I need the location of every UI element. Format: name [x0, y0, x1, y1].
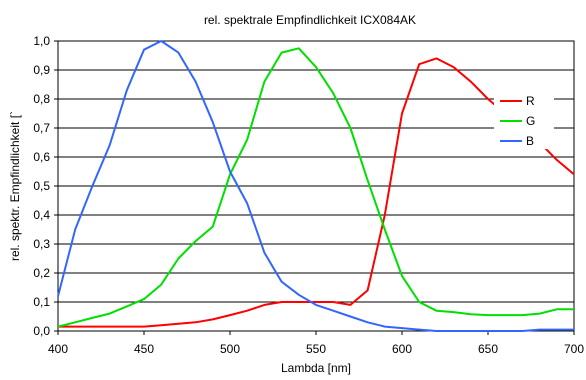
y-tick-label: 0,7 — [33, 121, 50, 135]
x-tick-label: 500 — [220, 342, 240, 356]
grid-lines — [54, 40, 575, 335]
y-tick-label: 0,9 — [33, 63, 50, 77]
y-tick-label: 0,3 — [33, 237, 50, 251]
y-tick-label: 0,5 — [33, 179, 50, 193]
x-tick-labels: 400 450 500 550 600 650 700 — [48, 342, 584, 356]
legend: RGB — [494, 89, 554, 149]
y-tick-label: 0,1 — [33, 295, 50, 309]
x-tick-label: 550 — [306, 342, 326, 356]
y-tick-label: 1,0 — [33, 34, 50, 48]
x-tick-label: 450 — [134, 342, 154, 356]
legend-label-b: B — [526, 134, 534, 148]
legend-background — [494, 89, 554, 149]
legend-label-r: R — [526, 94, 535, 108]
y-tick-label: 0,4 — [33, 208, 50, 222]
y-axis-label: rel. spektr. Empfindlichkeit [` — [8, 111, 22, 261]
y-tick-label: 0,2 — [33, 266, 50, 280]
y-tick-label: 0,6 — [33, 150, 50, 164]
x-axis-label: Lambda [nm] — [281, 361, 351, 375]
y-tick-label: 0,0 — [33, 324, 50, 338]
series-line-g — [57, 47, 574, 328]
series-lines — [57, 40, 575, 332]
x-tick-label: 700 — [564, 342, 584, 356]
plot-area-border — [57, 40, 575, 332]
series-line-r — [58, 57, 575, 328]
y-tick-label: 0,8 — [33, 92, 50, 106]
y-tick-labels: 0,0 0,1 0,2 0,3 0,4 0,5 0,6 0,7 0,8 0,9 1,0 — [33, 34, 50, 338]
legend-label-g: G — [526, 114, 535, 128]
chart-title: rel. spektrale Empfindlichkeit ICX084AK — [204, 13, 416, 27]
x-tick-label: 400 — [48, 342, 68, 356]
x-tick-label: 650 — [478, 342, 498, 356]
x-tick-label: 600 — [392, 342, 412, 356]
series-line-b — [57, 40, 574, 332]
